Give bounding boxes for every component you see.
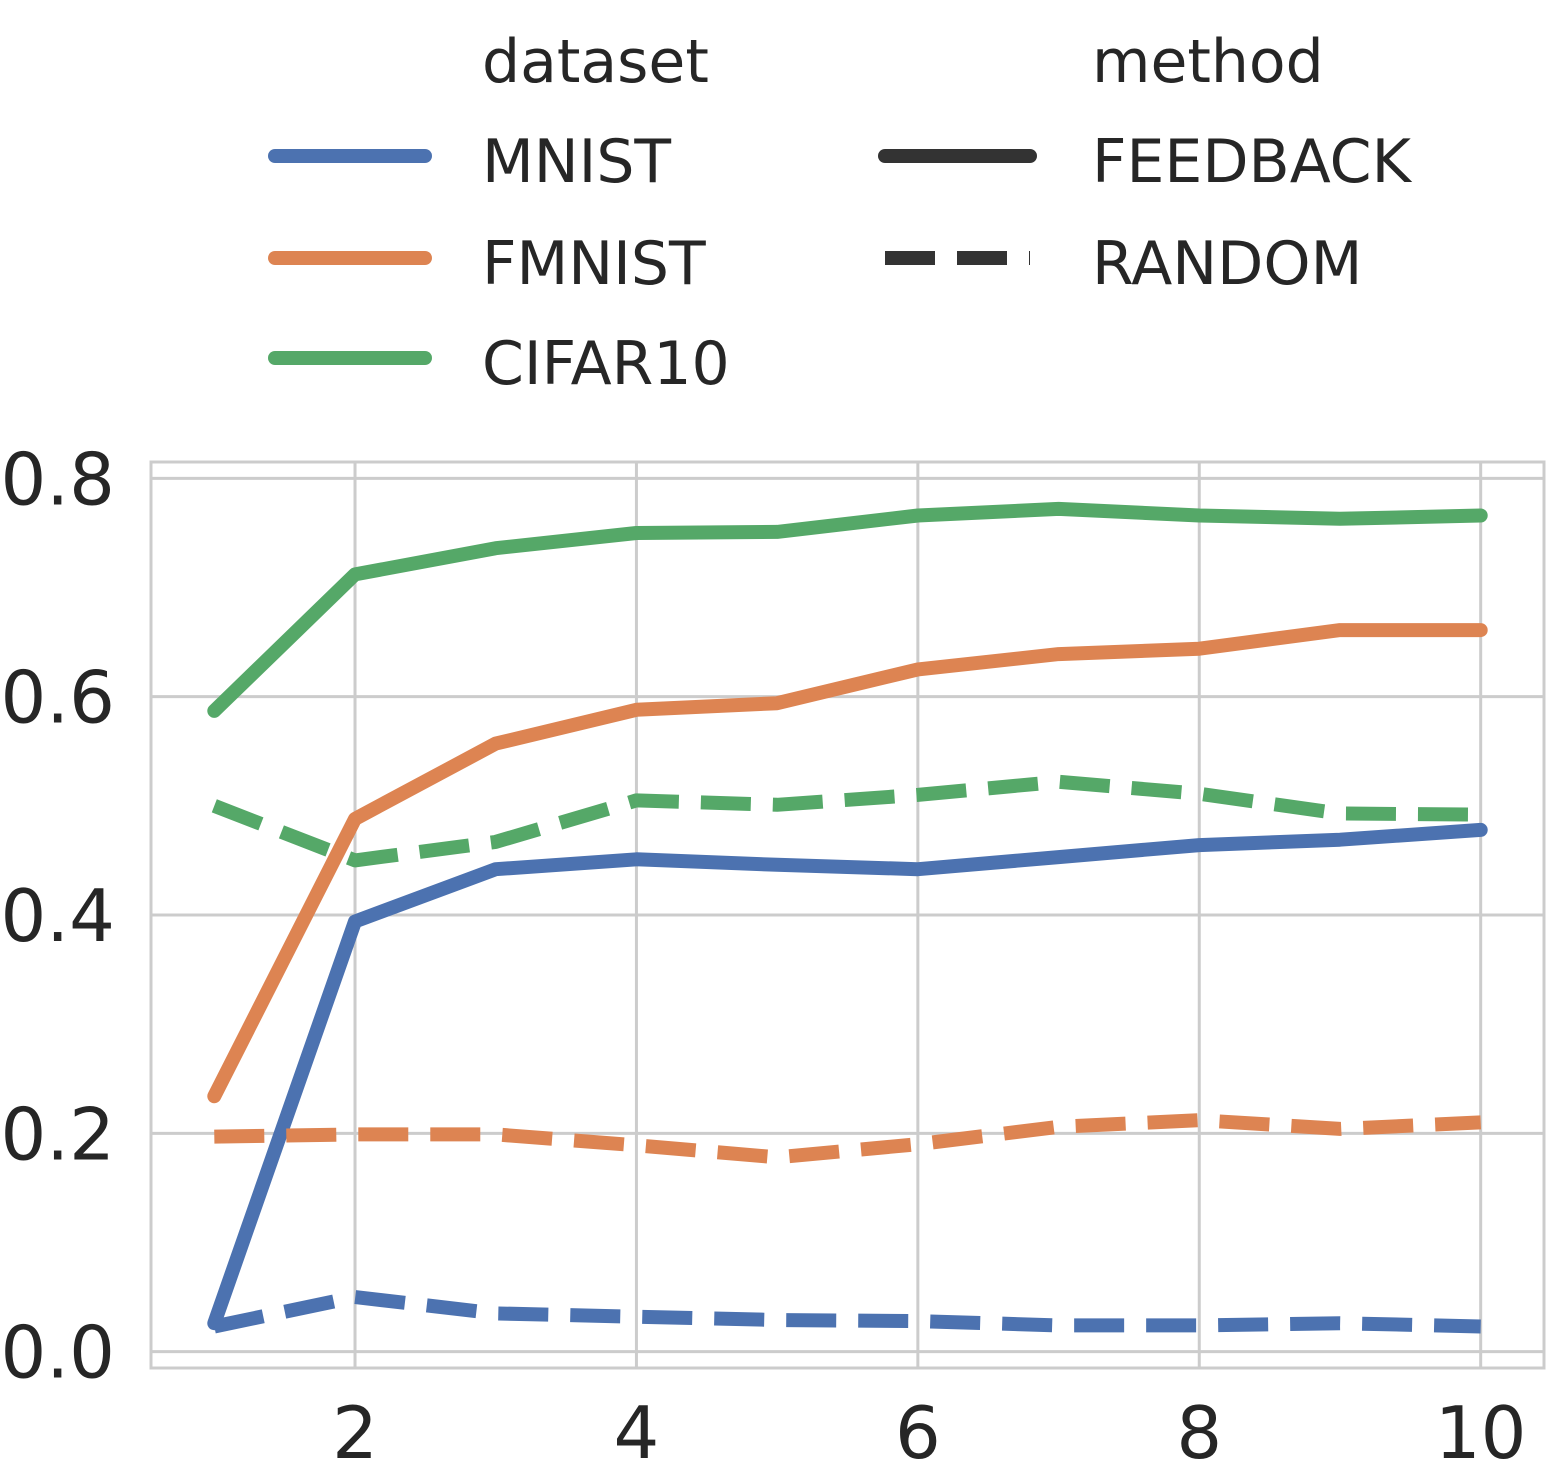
legend-item-cifar10: CIFAR10 <box>268 329 730 399</box>
x-tick-label: 8 <box>1176 1391 1222 1474</box>
legend-label-cifar10: CIFAR10 <box>482 329 730 399</box>
x-tick-label: 10 <box>1435 1391 1527 1474</box>
legend-label-feedback: FEEDBACK <box>1092 127 1413 197</box>
legend-item-random: RANDOM <box>885 229 1362 299</box>
y-tick-label: 0.0 <box>0 1311 115 1395</box>
legend-label-mnist: MNIST <box>482 127 671 197</box>
series-layer <box>207 501 1488 1334</box>
y-tick-label: 0.8 <box>0 437 115 521</box>
legend: dataset MNIST FMNIST CIFAR10 method FEED… <box>268 27 1413 399</box>
series-line-fmnist-random <box>214 1113 1482 1165</box>
legend-item-feedback: FEEDBACK <box>878 127 1413 197</box>
x-tick-label: 4 <box>614 1391 660 1474</box>
legend-label-random: RANDOM <box>1092 229 1362 299</box>
legend-item-mnist: MNIST <box>268 127 671 197</box>
y-tick-label: 0.2 <box>0 1092 115 1176</box>
x-tick-label: 6 <box>895 1391 941 1474</box>
series-line-cifar10-random <box>211 774 1481 868</box>
legend-label-fmnist: FMNIST <box>482 229 706 299</box>
series-line-cifar10-feedback <box>207 501 1488 718</box>
x-axis-ticks: 2 4 6 8 10 <box>332 1391 1526 1474</box>
series-line-fmnist-feedback <box>207 623 1488 1104</box>
series-line-mnist-feedback <box>207 822 1488 1331</box>
plot-frame <box>149 460 1546 1370</box>
x-tick-label: 2 <box>332 1391 378 1474</box>
series-line-mnist-random <box>212 1290 1481 1334</box>
legend-title-dataset: dataset <box>482 27 709 97</box>
y-tick-label: 0.6 <box>0 656 115 740</box>
y-axis-ticks: 0.0 0.2 0.4 0.6 0.8 <box>0 437 115 1394</box>
legend-item-fmnist: FMNIST <box>268 229 706 299</box>
legend-title-method: method <box>1092 27 1324 97</box>
y-tick-label: 0.4 <box>0 874 115 958</box>
